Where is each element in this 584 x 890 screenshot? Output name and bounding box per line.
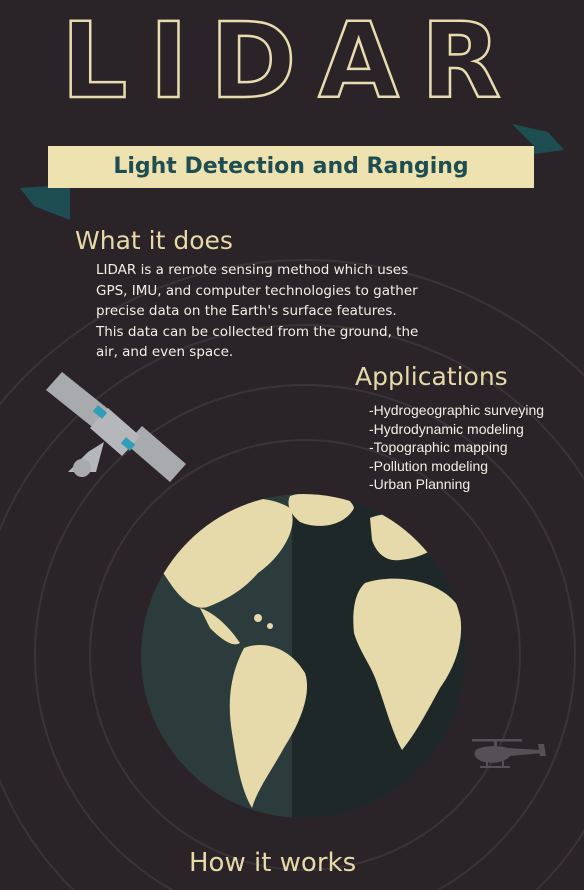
satellite-icon: [46, 372, 186, 482]
helicopter-icon: [472, 739, 546, 768]
main-title: LIDAR: [60, 0, 523, 122]
what-it-does-heading: What it does: [75, 226, 233, 255]
list-item: -Pollution modeling: [369, 457, 489, 474]
how-it-works-heading: How it works: [189, 848, 357, 878]
applications-heading: Applications: [355, 362, 508, 391]
earth-globe-icon: [141, 494, 465, 818]
what-it-does-body: LIDAR is a remote sensing method which u…: [96, 262, 419, 360]
ribbon-fold-left: [20, 186, 70, 220]
ribbon-fold-right: [512, 124, 564, 154]
list-item: -Hydrodynamic modeling: [369, 420, 524, 437]
subtitle-banner: Light Detection and Ranging: [48, 146, 534, 188]
list-item: -Topographic mapping: [369, 439, 508, 455]
applications-list: -Hydrogeographic surveying -Hydrodynamic…: [369, 401, 544, 494]
list-item: -Urban Planning: [369, 476, 471, 492]
list-item: -Hydrogeographic surveying: [369, 402, 545, 418]
